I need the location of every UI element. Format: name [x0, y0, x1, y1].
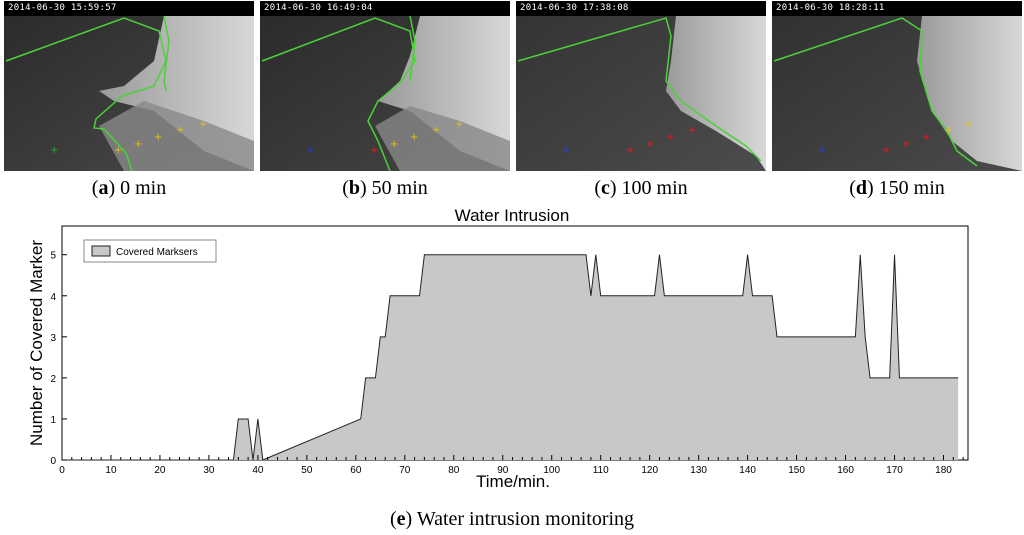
frame-d: + + + + + + 2014-06-30 18:28:11 [772, 1, 1022, 171]
svg-text:+: + [154, 132, 162, 143]
x-tick-label: 180 [935, 465, 952, 476]
x-tick-label: 170 [886, 465, 903, 476]
svg-text:+: + [410, 132, 418, 143]
svg-text:+: + [50, 145, 58, 156]
x-tick-label: 10 [105, 465, 117, 476]
x-tick-label: 140 [739, 465, 756, 476]
x-tick-label: 80 [448, 465, 460, 476]
frame-b: + + + + + + 2014-06-30 16:49:04 [260, 1, 510, 171]
figure-caption-letter: e [396, 508, 406, 530]
svg-text:+: + [199, 119, 207, 130]
y-tick-label: 1 [50, 415, 56, 426]
plot-area: 0 10 20 30 40 50 60 70 80 90 100 110 120 130 140 150 160… [50, 225, 969, 476]
y-tick-label: 3 [50, 333, 56, 344]
x-tick-label: 110 [593, 465, 609, 476]
caption-text-a: 0 min [120, 177, 167, 199]
series-area [62, 254, 959, 460]
x-tick-label: 20 [154, 465, 166, 476]
svg-text:+: + [818, 145, 826, 156]
caption-letter-d: d [855, 177, 867, 199]
timestamp-d: 2014-06-30 18:28:11 [772, 1, 1022, 16]
x-tick-label: 0 [59, 465, 65, 476]
y-axis-label: Number of Covered Marker [27, 240, 46, 446]
y-tick-label: 0 [50, 456, 56, 467]
svg-text:+: + [370, 145, 378, 156]
caption-b: (b) 50 min [342, 177, 428, 199]
y-tick-label: 2 [50, 374, 56, 385]
y-tick-label: 4 [50, 292, 56, 303]
svg-text:+: + [882, 145, 890, 156]
x-tick-label: 160 [837, 465, 854, 476]
svg-text:+: + [964, 119, 972, 130]
svg-text:+: + [562, 145, 570, 156]
caption-c: (c) 100 min [594, 177, 688, 199]
caption-text-d: 150 min [878, 177, 945, 199]
x-tick-label: 130 [690, 465, 707, 476]
x-axis-label: Time/min. [476, 472, 550, 491]
x-tick-label: 100 [543, 465, 560, 476]
x-tick-label: 50 [301, 465, 313, 476]
caption-a: (a) 0 min [91, 177, 167, 199]
chart-title: Water Intrusion [455, 206, 570, 225]
svg-text:+: + [688, 125, 696, 136]
svg-text:+: + [646, 139, 654, 150]
frame-c: + + + + + 2014-06-30 17:38:08 [516, 1, 766, 171]
caption-d: (d) 150 min [849, 177, 945, 199]
svg-text:+: + [944, 125, 952, 136]
thermal-image-d: + + + + + + [772, 1, 1022, 171]
svg-text:+: + [626, 145, 634, 156]
caption-text-c: 100 min [621, 177, 688, 199]
thermal-image-b: + + + + + + [260, 1, 510, 171]
x-tick-label: 120 [641, 465, 658, 476]
thermal-image-a: + + + + + + [4, 1, 254, 171]
svg-text:+: + [455, 119, 463, 130]
svg-text:+: + [922, 132, 930, 143]
svg-text:+: + [902, 139, 910, 150]
timestamp-b: 2014-06-30 16:49:04 [260, 1, 510, 16]
svg-text:+: + [134, 139, 142, 150]
x-tick-label: 30 [203, 465, 215, 476]
frame-a: + + + + + + 2014-06-30 15:59:57 [4, 1, 254, 171]
series-line [62, 254, 959, 461]
legend-label: Covered Marksers [116, 247, 198, 258]
caption-letter-a: a [98, 177, 109, 199]
x-tick-label: 150 [788, 465, 805, 476]
caption-letter-b: b [348, 177, 360, 199]
x-tick-label: 40 [252, 465, 264, 476]
x-tick-label: 60 [350, 465, 362, 476]
svg-text:+: + [114, 145, 122, 156]
legend-box [83, 239, 217, 263]
caption-text-b: 50 min [371, 177, 428, 199]
svg-text:+: + [432, 125, 440, 136]
x-tick-label: 90 [497, 465, 509, 476]
legend-swatch [91, 245, 111, 257]
thermal-image-c: + + + + + [516, 1, 766, 171]
svg-text:+: + [666, 132, 674, 143]
timestamp-c: 2014-06-30 17:38:08 [516, 1, 766, 16]
svg-text:+: + [390, 139, 398, 150]
svg-text:+: + [306, 145, 314, 156]
figure-caption-text: Water intrusion monitoring [416, 508, 635, 530]
figure-caption: (e) Water intrusion monitoring [389, 508, 635, 530]
x-tick-label: 70 [399, 465, 411, 476]
svg-text:+: + [176, 125, 184, 136]
timestamp-a: 2014-06-30 15:59:57 [4, 1, 254, 16]
y-tick-label: 5 [50, 251, 56, 262]
caption-letter-c: c [600, 177, 610, 199]
